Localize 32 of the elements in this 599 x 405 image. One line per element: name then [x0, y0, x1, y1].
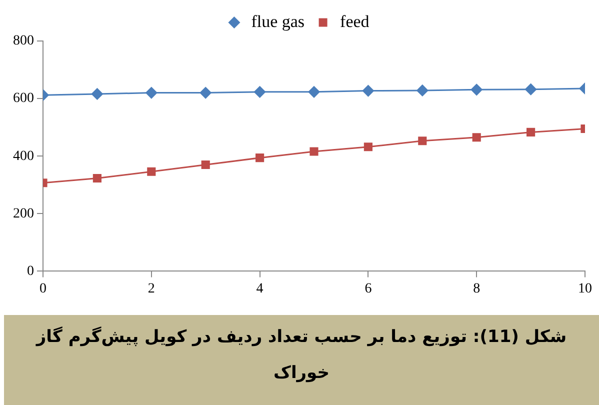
- point: [470, 84, 482, 96]
- x-tick-label: 10: [578, 281, 592, 296]
- point: [418, 136, 427, 146]
- point: [200, 87, 212, 99]
- point: [526, 128, 536, 137]
- x-tick-label: 8: [473, 281, 480, 296]
- y-tick-label: 600: [13, 91, 34, 106]
- point: [256, 154, 264, 162]
- legend-label: feed: [340, 12, 370, 31]
- x-tick-label: 0: [40, 281, 46, 296]
- point: [92, 174, 102, 183]
- point: [146, 87, 158, 99]
- legend-label: flue gas: [251, 12, 305, 31]
- point: [525, 84, 537, 96]
- point: [147, 167, 156, 176]
- y-tick-label: 200: [13, 206, 34, 222]
- point: [91, 88, 103, 100]
- point: [364, 142, 372, 152]
- point: [201, 160, 210, 170]
- x-tick-label: 6: [364, 281, 372, 296]
- y-tick-label: 0: [27, 264, 34, 279]
- point: [310, 147, 318, 156]
- point: [362, 85, 374, 97]
- point: [416, 84, 428, 96]
- point: [308, 86, 320, 98]
- x-tick-label: 4: [256, 281, 264, 296]
- point: [472, 133, 481, 142]
- y-tick-label: 800: [13, 34, 34, 49]
- x-tick-label: 2: [148, 281, 155, 296]
- point: [254, 86, 266, 98]
- text: شکل (11): توزیع دما بر حسب تعداد ردیف در کویل پیش‌گرم گاز خوراک: [4, 315, 599, 405]
- y-tick-label: 400: [13, 148, 34, 164]
